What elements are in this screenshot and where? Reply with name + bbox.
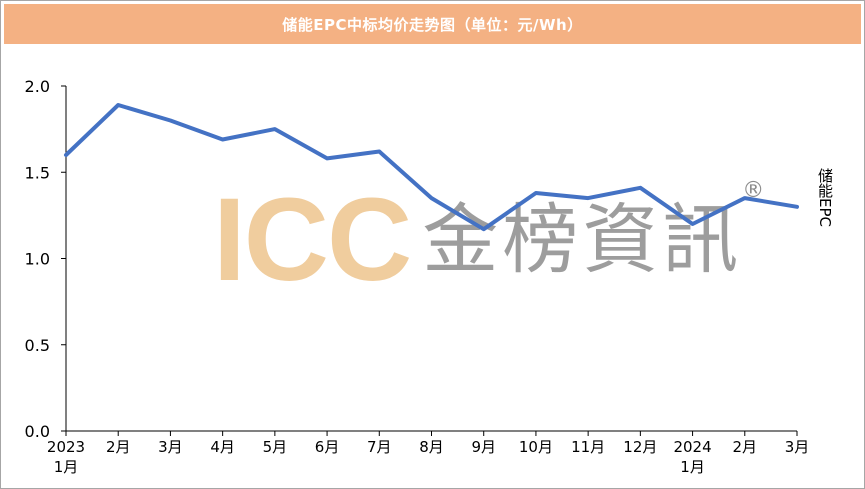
x-tick-label: 9月 <box>471 438 496 456</box>
x-tick-label: 8月 <box>419 438 444 456</box>
chart-title: 储能EPC中标均价走势图（单位：元/Wh） <box>282 15 583 34</box>
x-tick-label: 4月 <box>210 438 235 456</box>
x-tick-label: 3月 <box>158 438 183 456</box>
y-tick-label: 0.5 <box>25 336 50 355</box>
x-tick-label: 6月 <box>315 438 340 456</box>
y-tick-label: 1.0 <box>25 250 50 269</box>
x-tick-label: 11月 <box>571 438 605 456</box>
x-tick-label: 7月 <box>367 438 392 456</box>
x-tick-label: 5月 <box>263 438 288 456</box>
x-tick-label: 12月 <box>623 438 657 456</box>
x-tick-label: 2024 1月 <box>673 438 711 476</box>
x-tick-label: 2月 <box>106 438 131 456</box>
x-tick-label: 3月 <box>785 438 810 456</box>
x-tick-label: 2月 <box>733 438 758 456</box>
x-tick-label: 2023 1月 <box>47 438 85 476</box>
title-bar: 储能EPC中标均价走势图（单位：元/Wh） <box>4 4 861 44</box>
series-line <box>64 103 799 232</box>
y-tick-label: 1.5 <box>25 163 50 182</box>
x-tick-label: 10月 <box>519 438 553 456</box>
series-label: 储能EPC <box>816 168 834 227</box>
y-tick-label: 2.0 <box>25 77 50 96</box>
y-tick-label: 0.0 <box>25 422 50 441</box>
